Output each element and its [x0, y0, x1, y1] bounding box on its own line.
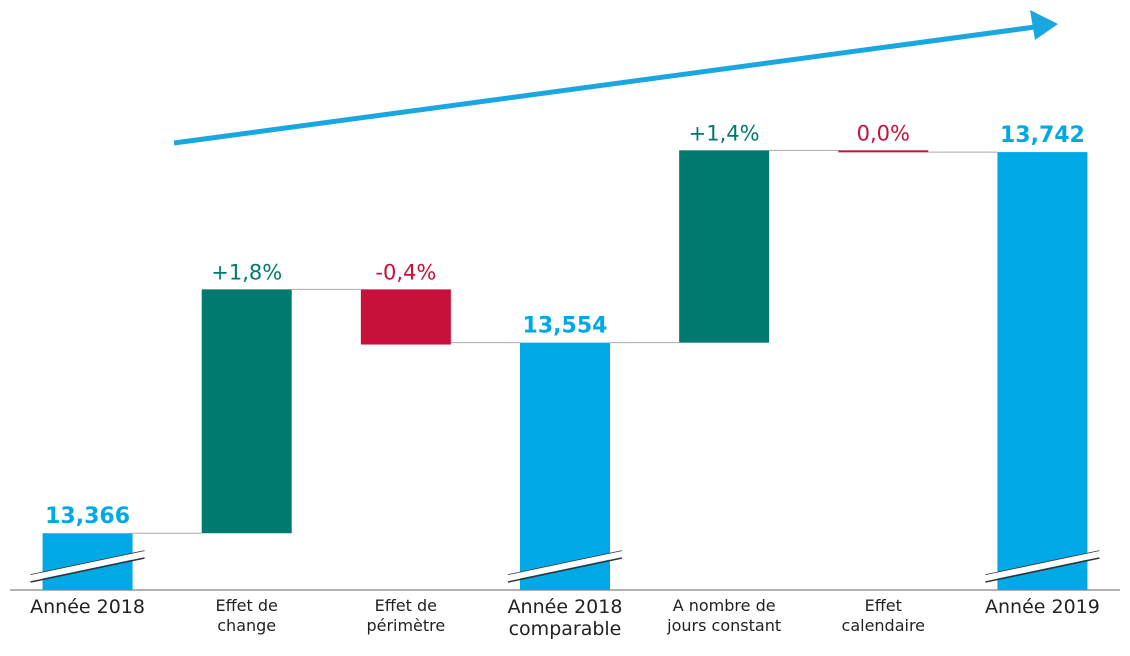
- bar: [360, 289, 451, 345]
- x-tick-label: A nombre de jours constant: [667, 596, 782, 635]
- value-label: +1,4%: [689, 121, 760, 145]
- x-tick-label: Année 2018 comparable: [507, 596, 623, 640]
- axis-break: [30, 557, 145, 583]
- value-label: 0,0%: [857, 121, 910, 145]
- bar: [201, 289, 292, 534]
- bar: [679, 150, 770, 343]
- x-tick-label: Année 2018: [30, 596, 145, 618]
- axis-break-gap: [508, 551, 622, 581]
- axis-break: [985, 557, 1100, 583]
- trend-arrow-head: [1030, 10, 1058, 40]
- value-label: 13,742: [1000, 123, 1085, 148]
- value-label: +1,8%: [211, 260, 282, 284]
- bar: [997, 152, 1088, 591]
- axis-break-gap: [30, 551, 145, 581]
- x-tick-label: Effet de périmètre: [366, 596, 446, 635]
- value-label: 13,554: [523, 314, 608, 339]
- value-label: -0,4%: [375, 260, 436, 284]
- x-tick-label: Effet de change: [215, 596, 278, 635]
- x-tick-label: Année 2019: [984, 596, 1100, 618]
- bar: [520, 342, 610, 590]
- bar: [838, 150, 929, 153]
- axis-break: [507, 557, 623, 583]
- value-label: 13,366: [45, 504, 130, 529]
- trend-arrow: [173, 24, 1036, 146]
- x-tick-label: Effet calendaire: [841, 596, 926, 635]
- axis-break-gap: [985, 551, 1100, 581]
